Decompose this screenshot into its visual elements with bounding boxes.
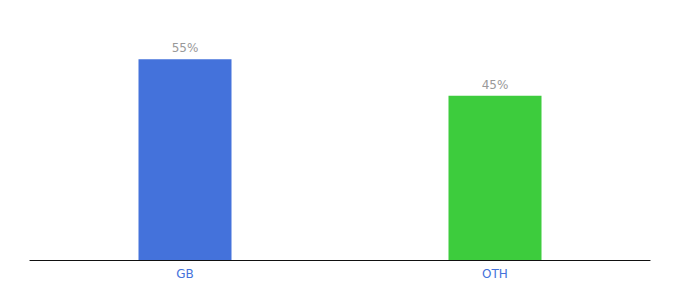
svg-text:55%: 55% xyxy=(172,41,199,55)
svg-text:45%: 45% xyxy=(482,78,509,92)
svg-text:OTH: OTH xyxy=(482,267,508,281)
svg-text:GB: GB xyxy=(176,267,194,281)
